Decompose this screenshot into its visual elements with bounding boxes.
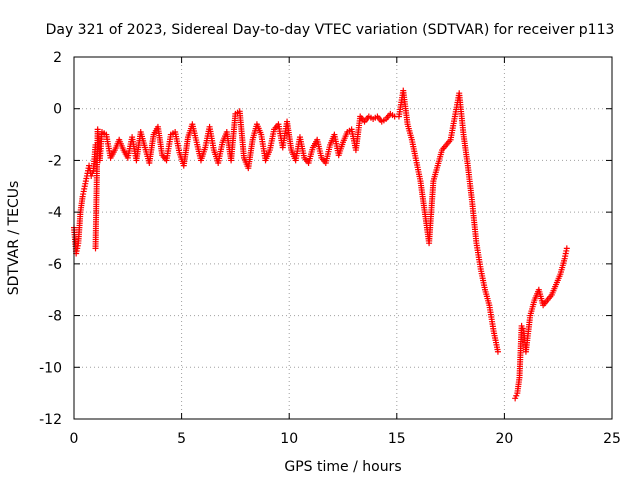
y-tick-label: 2 [53, 50, 62, 66]
y-tick-label: -2 [48, 153, 62, 169]
y-tick-label: -6 [48, 257, 62, 273]
grid-lines [74, 57, 612, 419]
tick-labels: 0 5 10 15 20 25 -12 -10 -8 -6 -4 -2 0 2 [39, 50, 621, 447]
x-tick-label: 0 [70, 431, 79, 447]
data-point [494, 348, 501, 355]
x-axis-label: GPS time / hours [284, 459, 401, 475]
y-axis-label: SDTVAR / TECUs [6, 181, 22, 296]
x-tick-label: 20 [495, 431, 513, 447]
x-tick-label: 5 [177, 431, 186, 447]
y-tick-label: -8 [48, 309, 62, 325]
plot-frame [73, 56, 613, 420]
axis-ticks [73, 56, 613, 420]
y-tick-label: -4 [48, 205, 62, 221]
data-series-p113 [71, 87, 570, 402]
chart-title: Day 321 of 2023, Sidereal Day-to-day VTE… [46, 22, 615, 38]
y-tick-label: -12 [39, 412, 62, 428]
y-tick-label: -10 [39, 360, 62, 376]
y-tick-label: 0 [53, 102, 62, 118]
x-tick-label: 25 [603, 431, 621, 447]
data-point [563, 245, 570, 252]
x-tick-label: 15 [388, 431, 406, 447]
x-tick-label: 10 [280, 431, 298, 447]
